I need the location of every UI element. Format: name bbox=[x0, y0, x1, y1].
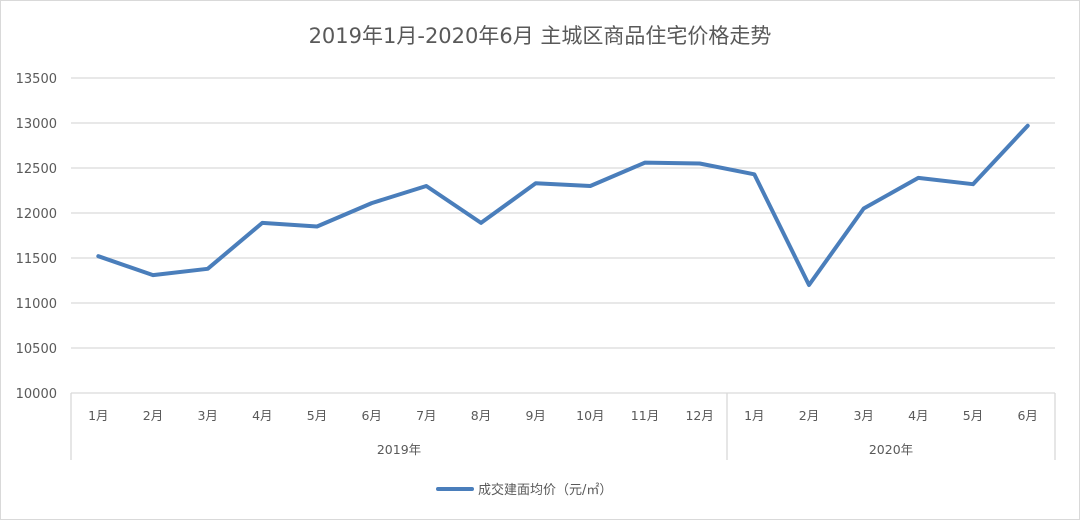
x-tick-label: 6月 bbox=[1017, 408, 1037, 423]
y-tick-label: 13000 bbox=[16, 117, 57, 132]
x-tick-label: 4月 bbox=[908, 408, 928, 423]
y-tick-label: 11000 bbox=[16, 297, 57, 312]
x-tick-label: 9月 bbox=[525, 408, 545, 423]
legend-line-icon bbox=[436, 486, 474, 491]
y-tick-label: 10500 bbox=[16, 342, 57, 357]
x-tick-label: 3月 bbox=[853, 408, 873, 423]
x-tick-label: 2月 bbox=[143, 408, 163, 423]
legend: 成交建面均价（元/㎡） bbox=[436, 479, 612, 498]
y-tick-label: 12000 bbox=[16, 207, 57, 222]
x-axis: 1月 2月 3月 4月 5月 6月 7月 8月 9月 10月 11月 12月 1月 2月 3月 4月 5月 6月 2… bbox=[70, 392, 1056, 460]
x-tick-label: 11月 bbox=[631, 408, 659, 423]
x-tick-label: 8月 bbox=[471, 408, 491, 423]
y-tick-label: 11500 bbox=[16, 252, 57, 267]
legend-label: 成交建面均价（元/㎡） bbox=[478, 483, 613, 498]
y-axis: 10000 10500 11000 11500 12000 12500 13000 13500 bbox=[16, 72, 57, 402]
y-tick-label: 13500 bbox=[16, 72, 57, 87]
x-tick-label: 4月 bbox=[252, 408, 272, 423]
x-tick-label: 1月 bbox=[744, 408, 764, 423]
y-tick-label: 10000 bbox=[16, 387, 57, 402]
x-tick-label: 3月 bbox=[197, 408, 217, 423]
x-tick-label: 6月 bbox=[361, 408, 381, 423]
x-tick-label: 10月 bbox=[576, 408, 604, 423]
x-group-label: 2020年 bbox=[869, 442, 913, 457]
x-group-label: 2019年 bbox=[377, 442, 421, 457]
x-tick-label: 5月 bbox=[307, 408, 327, 423]
x-tick-label: 7月 bbox=[416, 408, 436, 423]
x-tick-label: 1月 bbox=[88, 408, 108, 423]
x-tick-label: 2月 bbox=[799, 408, 819, 423]
chart-title: 2019年1月-2020年6月 主城区商品住宅价格走势 bbox=[308, 24, 772, 48]
x-tick-label: 12月 bbox=[685, 408, 713, 423]
y-tick-label: 12500 bbox=[16, 162, 57, 177]
gridlines bbox=[71, 77, 1055, 349]
data-series bbox=[96, 123, 1030, 287]
x-tick-label: 5月 bbox=[963, 408, 983, 423]
series-line bbox=[96, 123, 1030, 287]
